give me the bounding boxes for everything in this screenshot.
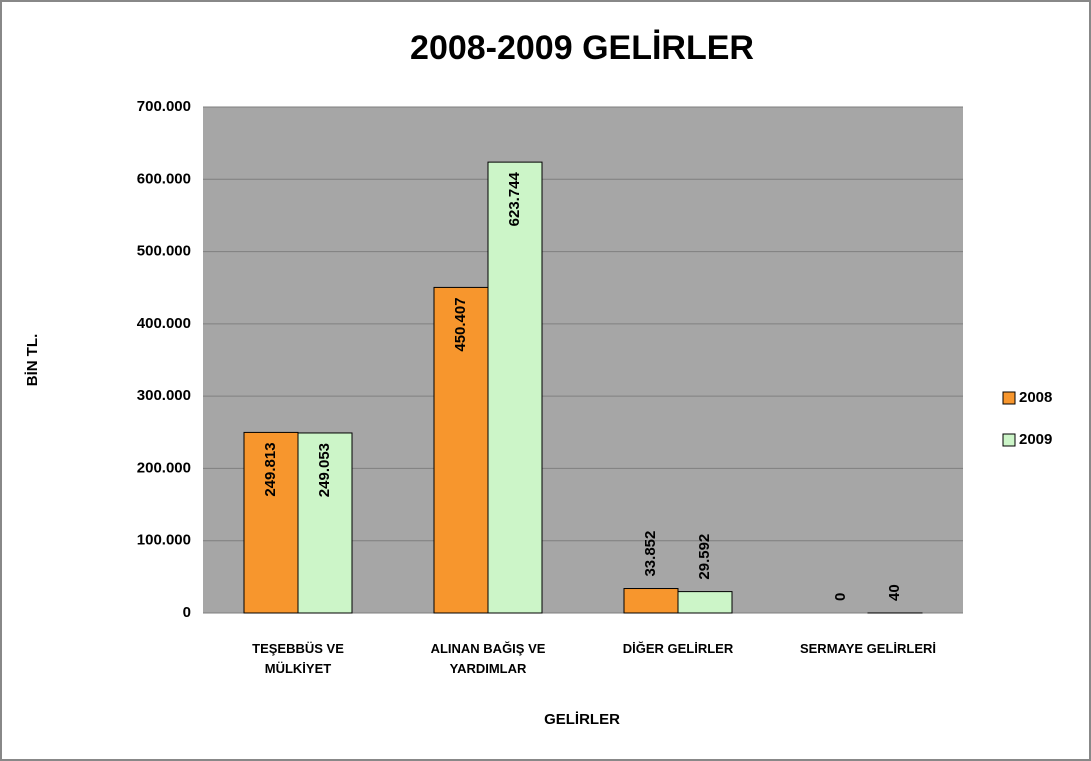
y-tick-label: 0: [183, 604, 191, 621]
legend-swatch: [1002, 391, 1016, 405]
legend-swatch: [1002, 433, 1016, 447]
x-tick-label: DİĞER GELİRLER: [622, 641, 734, 656]
y-tick-label: 400.000: [137, 315, 191, 332]
x-tick-label: ALINAN BAĞIŞ VE YARDIMLAR: [430, 641, 546, 676]
y-tick-label: 500.000: [137, 243, 191, 260]
data-label: 33.852: [642, 531, 659, 577]
bar: [487, 161, 543, 614]
y-tick-label: 700.000: [137, 98, 191, 115]
y-tick-label: 600.000: [137, 170, 191, 187]
x-tick-label: TEŞEBBÜS VE MÜLKİYET: [252, 641, 344, 676]
chart-title: 2008-2009 GELİRLER: [410, 29, 754, 67]
x-axis-label: GELİRLER: [544, 711, 620, 728]
y-axis-label: BİN TL.: [24, 334, 41, 387]
data-label: 0: [832, 593, 849, 601]
data-label: 450.407: [452, 297, 469, 351]
bar: [623, 588, 679, 614]
data-label: 29.592: [696, 534, 713, 580]
data-label: 623.744: [506, 171, 523, 226]
data-label: 249.053: [316, 443, 333, 497]
y-tick-label: 100.000: [137, 532, 191, 549]
bar: [433, 286, 489, 614]
bar: [243, 431, 299, 614]
y-tick-label: 300.000: [137, 387, 191, 404]
legend-label: 2009: [1019, 431, 1052, 448]
bar: [677, 591, 733, 614]
legend-label: 2008: [1019, 389, 1052, 406]
bar: [297, 432, 353, 614]
data-label: 40: [886, 584, 903, 601]
y-tick-label: 200.000: [137, 459, 191, 476]
x-tick-label: SERMAYE GELİRLERİ: [799, 641, 937, 656]
data-label: 249.813: [262, 442, 279, 496]
